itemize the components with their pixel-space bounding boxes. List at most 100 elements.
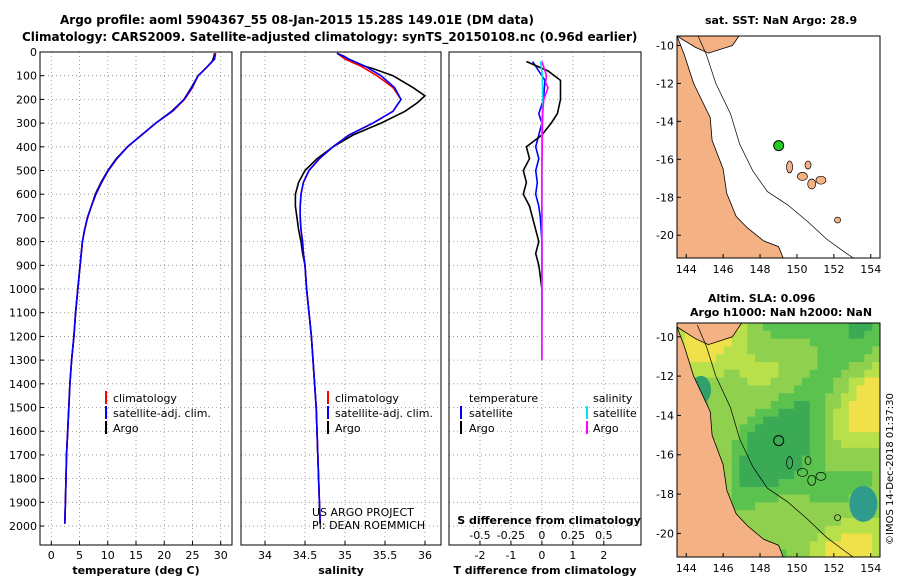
sla-cell — [833, 323, 842, 332]
sla-cell — [817, 549, 826, 557]
x-tick-label: 5 — [76, 549, 83, 562]
sla-cell — [825, 447, 834, 457]
sla-cell — [708, 416, 717, 425]
sla-cell — [708, 393, 717, 402]
sla-cell — [856, 416, 865, 425]
sla-cell — [817, 494, 826, 503]
sla-cell — [723, 486, 733, 496]
sla-cell — [809, 432, 819, 441]
sla-cell — [864, 440, 873, 449]
sla-cell — [770, 455, 780, 464]
sla-cell — [762, 416, 772, 425]
sla-cell — [770, 510, 780, 519]
lon-tick-label: 148 — [750, 562, 771, 575]
sla-cell — [739, 502, 748, 511]
sla-cell — [786, 455, 795, 464]
sla-cell — [801, 393, 811, 402]
sla-cell — [739, 369, 748, 379]
salinity-panel: 34 34.5 35 35.5 36 salinity — [240, 51, 442, 577]
sla-cell — [801, 369, 811, 379]
sla-cell — [770, 416, 780, 425]
sla-cell — [755, 471, 764, 480]
sla-cell — [841, 533, 850, 542]
sla-cell — [739, 447, 748, 457]
sla-cell — [801, 463, 811, 472]
sla-cell — [708, 385, 717, 394]
sla-cell — [755, 393, 764, 402]
sla-cell — [747, 323, 756, 332]
sla-cell — [848, 549, 858, 557]
sla-cell — [731, 486, 741, 496]
sla-cell — [778, 486, 787, 496]
reef-outline — [834, 514, 841, 522]
sla-cell — [716, 354, 725, 363]
sla-cell — [794, 471, 803, 480]
map-frame — [676, 322, 881, 558]
sla-cell — [778, 385, 787, 394]
shelf-contour — [696, 324, 854, 557]
sla-cell — [708, 377, 717, 386]
sla-cell — [864, 479, 873, 488]
sla-cell — [684, 338, 694, 347]
sla-cell — [848, 323, 858, 332]
sla-cell — [723, 424, 733, 433]
sla-cell — [723, 479, 733, 488]
y-tick-label: 1700 — [9, 449, 37, 462]
argo-position-marker — [773, 140, 785, 152]
sla-cell — [723, 362, 733, 371]
sla-cell — [809, 479, 819, 488]
sla-cell — [794, 455, 803, 464]
sla-cell — [864, 393, 873, 402]
sla-cell — [747, 330, 756, 340]
sla-cell — [801, 541, 811, 550]
sla-cell — [770, 330, 780, 340]
sla-cell — [848, 354, 858, 363]
sla-cell — [848, 377, 858, 386]
sla-cell — [841, 471, 850, 480]
sla-cell — [755, 494, 764, 503]
sla-cell — [786, 533, 795, 542]
sla-cell — [716, 362, 725, 371]
s-tick-label: -0.25 — [497, 529, 525, 542]
sla-cell — [801, 455, 811, 464]
sla-cell — [841, 385, 850, 394]
sla-cell — [731, 330, 741, 340]
sla-cell — [739, 354, 748, 363]
sla-cell — [708, 408, 717, 418]
series-line-t-argo — [522, 60, 562, 290]
sla-cell — [801, 330, 811, 340]
sla-cell — [731, 447, 741, 457]
x-axis-label: temperature (deg C) — [72, 564, 199, 577]
sla-cell — [848, 416, 858, 425]
series-line-argo — [294, 52, 427, 524]
sla-cell — [731, 385, 741, 394]
sla-cell — [731, 416, 741, 425]
sla-cell — [778, 424, 787, 433]
sla-cell — [817, 533, 826, 542]
sla-cell — [841, 518, 850, 527]
sla-cell — [755, 338, 764, 347]
x-tick-label: -1 — [505, 549, 516, 562]
sla-cell — [841, 323, 850, 332]
sla-cell — [856, 323, 865, 332]
sla-cell — [801, 479, 811, 488]
sla-cell — [762, 393, 772, 402]
sla-cell — [778, 541, 787, 550]
sla-cell — [747, 463, 756, 472]
sla-cell — [817, 518, 826, 527]
sla-cell — [762, 354, 772, 363]
sla-cell — [856, 471, 865, 480]
sla-cell — [794, 401, 803, 410]
sla-cell — [848, 541, 858, 550]
sla-cell — [770, 401, 780, 410]
sla-cell — [833, 354, 842, 363]
sla-cell — [770, 408, 780, 418]
sla-cell — [833, 525, 842, 535]
sla-cell — [848, 432, 858, 441]
sla-cell — [739, 408, 748, 418]
sla-cell — [778, 447, 787, 457]
sla-cell — [825, 354, 834, 363]
sla-cell — [809, 401, 819, 410]
sla-cell — [825, 385, 834, 394]
sla-cell — [841, 455, 850, 464]
